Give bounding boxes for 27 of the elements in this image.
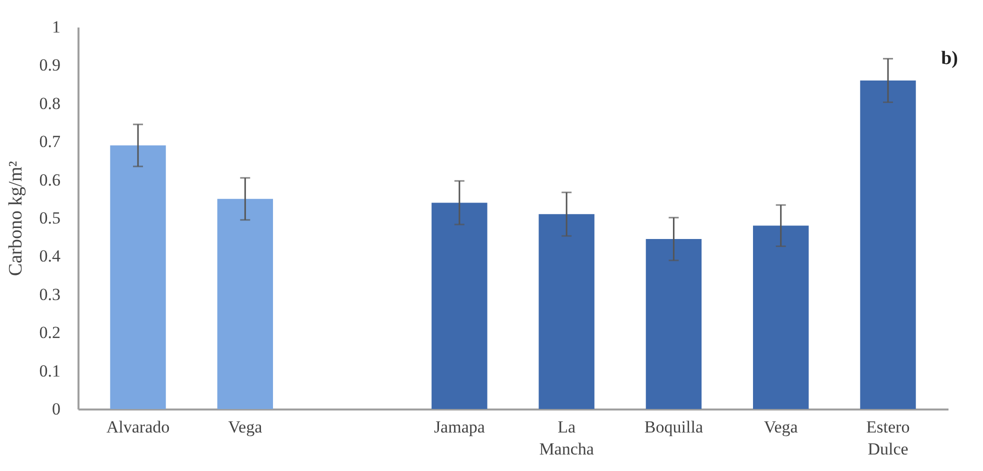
y-tick-label: 0.5 (39, 208, 60, 228)
x-tick-label: Estero Dulce (866, 418, 910, 458)
x-tick-label: Boquilla (644, 418, 704, 436)
y-tick-label: 0 (52, 400, 60, 418)
y-tick-label: 0.8 (39, 94, 60, 113)
y-tick-label: 0.9 (39, 56, 60, 75)
bar (110, 145, 166, 409)
x-tick-label: La Mancha (539, 418, 594, 458)
y-tick-label: 0.4 (39, 246, 61, 266)
bar (860, 80, 916, 409)
annotation: b) (941, 48, 958, 69)
bar (217, 198, 273, 409)
x-tick-label: Vega (764, 418, 798, 436)
y-tick-label: 0.7 (39, 132, 61, 152)
y-tick-label: 0.6 (39, 170, 60, 190)
y-tick-label: 0.2 (39, 323, 60, 342)
bar (646, 239, 702, 409)
y-tick-label: 0.3 (39, 284, 60, 304)
y-tick-label: 1 (52, 18, 60, 36)
bar (753, 226, 809, 409)
x-tick-label: Jamapa (434, 418, 486, 436)
x-tick-label: Vega (228, 418, 263, 436)
y-tick-label: 0.1 (39, 361, 60, 380)
bar (432, 202, 488, 409)
bar (538, 214, 594, 409)
y-axis-title: Carbono kg/m² (5, 160, 26, 276)
x-tick-label: Alvarado (106, 418, 170, 436)
